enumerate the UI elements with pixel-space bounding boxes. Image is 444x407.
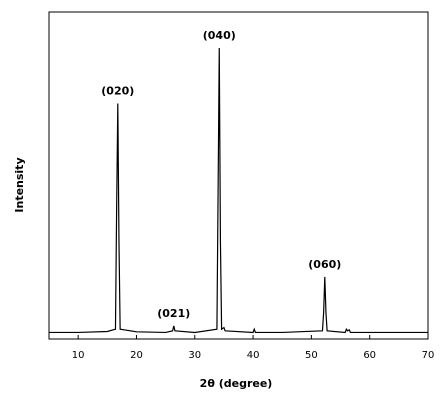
x-tick-label: 10 xyxy=(72,350,85,361)
y-axis-label: Intensity xyxy=(13,157,26,212)
peak-label: (021) xyxy=(157,307,190,320)
peak-label: (060) xyxy=(308,258,341,271)
x-tick-label: 20 xyxy=(130,350,143,361)
x-tick-label: 50 xyxy=(305,350,318,361)
x-tick-label: 70 xyxy=(422,350,435,361)
x-axis-label: 2θ (degree) xyxy=(200,377,273,390)
x-tick-label: 40 xyxy=(247,350,260,361)
data-line xyxy=(49,47,428,334)
peak-label: (020) xyxy=(101,85,134,98)
x-tick-label: 60 xyxy=(363,350,376,361)
plot-frame xyxy=(48,11,429,340)
x-tick-label: 30 xyxy=(188,350,201,361)
peak-label: (040) xyxy=(203,29,236,42)
